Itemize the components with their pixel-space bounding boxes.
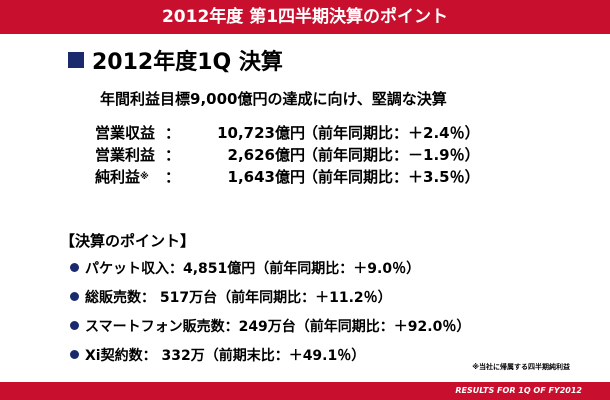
result-amount: 10,723億円 [217, 124, 305, 142]
point-text: パケット収入：4,851億円（前年同期比：＋9.0％） [85, 261, 421, 277]
point-item: スマートフォン販売数：249万台（前年同期比：＋92.0％） [70, 316, 471, 336]
bullet [70, 292, 79, 301]
point-item: Xi契約数： 332万（前期末比：＋49.1％） [70, 345, 366, 365]
result-label: 純利益 [95, 168, 141, 186]
point-text: Xi契約数： 332万（前期末比：＋49.1％） [85, 348, 366, 364]
footer: RESULTS FOR 1Q OF FY2012 [0, 382, 610, 400]
points-heading: 【決算のポイント】 [60, 232, 196, 250]
result-note: ※ [140, 172, 149, 182]
result-amount: 1,643億円 [227, 168, 305, 186]
result-change: （前年同期比：＋2.4％） [303, 124, 480, 142]
result-label: 営業利益 [95, 146, 156, 164]
point-item: 総販売数： 517万台（前年同期比：＋11.2％） [70, 287, 392, 307]
point-text: 総販売数： 517万台（前年同期比：＋11.2％） [85, 290, 392, 306]
bullet [70, 263, 79, 272]
point-text: スマートフォン販売数：249万台（前年同期比：＋92.0％） [85, 319, 471, 335]
result-sep: ： [165, 168, 181, 186]
result-change: （前年同期比：＋3.5％） [303, 168, 480, 186]
result-label: 営業収益 [95, 124, 156, 142]
bullet [70, 321, 79, 330]
bullet [70, 350, 79, 359]
result-change: （前年同期比：－1.9％） [303, 146, 480, 164]
result-amount: 2,626億円 [227, 146, 305, 164]
result-sep: ： [165, 124, 181, 142]
result-sep: ： [165, 146, 181, 164]
footnote: ※当社に帰属する四半期純利益 [472, 363, 570, 371]
summary: 年間利益目標9,000億円の達成に向け、堅調な決算 [100, 90, 447, 108]
heading-marker [68, 52, 84, 68]
title-banner: 2012年度 第1四半期決算のポイント [0, 0, 610, 34]
section-heading: 2012年度1Q 決算 [92, 50, 283, 75]
point-item: パケット収入：4,851億円（前年同期比：＋9.0％） [70, 258, 421, 278]
